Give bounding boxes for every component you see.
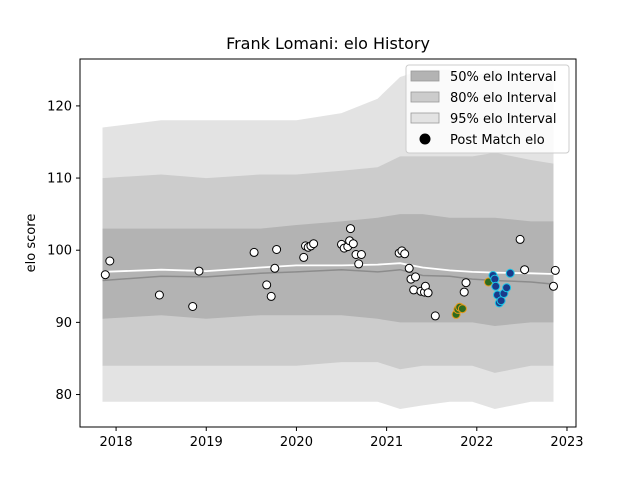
legend-label-band80: 80% elo Interval xyxy=(450,91,557,106)
data-point xyxy=(550,265,560,275)
data-point xyxy=(461,278,471,288)
data-point xyxy=(409,285,419,295)
data-point xyxy=(459,287,469,297)
points-layer xyxy=(100,224,560,321)
data-point xyxy=(400,249,410,259)
y-tick-label: 90 xyxy=(55,316,72,331)
data-point xyxy=(411,272,420,282)
legend-swatch-band80 xyxy=(410,91,440,103)
data-point xyxy=(505,268,515,278)
legend-label-band95: 95% elo Interval xyxy=(450,112,557,127)
y-tick-label: 100 xyxy=(47,244,72,259)
plot-frame xyxy=(79,58,577,428)
data-point xyxy=(430,311,440,321)
y-tick-label: 120 xyxy=(47,99,72,114)
y-axis-label: elo score xyxy=(24,214,39,273)
data-point xyxy=(270,263,280,273)
data-point xyxy=(549,281,558,291)
data-point xyxy=(423,288,433,298)
data-point xyxy=(249,247,259,257)
y-tick-label: 80 xyxy=(55,388,72,403)
data-point xyxy=(457,304,467,314)
x-axis: 2018 2019 2020 2021 2022 2023 xyxy=(100,427,584,450)
data-point xyxy=(105,256,115,266)
x-tick-label: 2022 xyxy=(460,435,493,450)
x-tick-label: 2018 xyxy=(100,435,133,450)
x-tick-label: 2020 xyxy=(280,435,313,450)
data-point xyxy=(346,224,355,234)
data-point xyxy=(354,259,364,269)
data-point xyxy=(272,245,282,254)
data-point xyxy=(188,302,198,311)
chart-title: Frank Lomani: elo History xyxy=(226,34,430,53)
data-point xyxy=(491,281,501,291)
bands-layer xyxy=(102,69,554,410)
x-tick-label: 2023 xyxy=(550,435,583,450)
y-tick-label: 110 xyxy=(47,172,72,187)
legend-label-band50: 50% elo Interval xyxy=(450,70,557,85)
plot-area xyxy=(100,69,560,410)
y-axis: 80 90 100 110 120 xyxy=(47,99,80,403)
x-tick-label: 2021 xyxy=(370,435,403,450)
data-point xyxy=(299,252,309,262)
legend-box xyxy=(405,64,570,154)
legend: 50% elo Interval 80% elo Interval 95% elo … xyxy=(405,64,570,154)
legend-marker-points xyxy=(419,133,431,145)
legend-swatch-band95 xyxy=(410,112,440,124)
data-point xyxy=(502,283,512,293)
legend-label-points: Post Match elo xyxy=(450,133,545,148)
legend-swatch-band50 xyxy=(410,70,440,82)
x-tick-label: 2019 xyxy=(190,435,223,450)
data-point xyxy=(348,239,358,249)
data-point xyxy=(266,291,276,301)
data-point xyxy=(100,270,110,280)
data-point xyxy=(404,263,414,273)
data-point xyxy=(356,250,366,259)
data-point xyxy=(154,290,164,300)
data-point xyxy=(194,266,204,276)
data-point xyxy=(309,239,319,249)
data-point xyxy=(515,234,525,244)
data-point xyxy=(520,265,530,275)
data-point xyxy=(262,280,272,290)
